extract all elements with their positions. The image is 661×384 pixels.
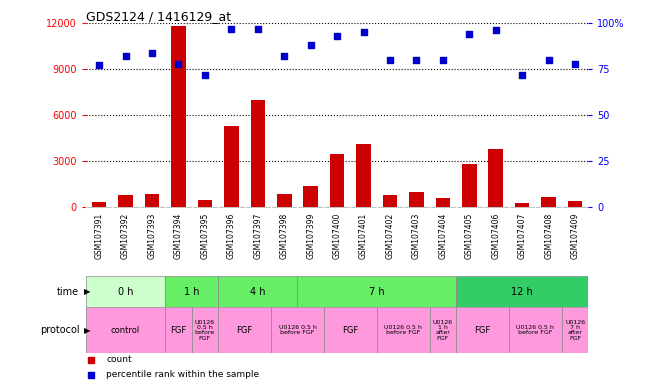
Bar [356,144,371,207]
Bar [541,197,556,207]
Point [305,42,316,48]
Point [332,33,342,39]
Bar [509,307,562,353]
Text: count: count [106,356,132,364]
Bar [377,307,430,353]
Point [411,57,422,63]
Bar [198,200,212,207]
Text: GSM107404: GSM107404 [438,213,447,259]
Bar [277,194,292,207]
Text: U0126
7 h
after
FGF: U0126 7 h after FGF [565,319,585,341]
Point [253,25,263,31]
Text: 7 h: 7 h [369,287,385,297]
Text: GSM107395: GSM107395 [200,213,210,259]
Text: GSM107397: GSM107397 [253,213,262,259]
Bar [436,198,450,207]
Text: U0126 0.5 h
before FGF: U0126 0.5 h before FGF [384,325,422,336]
Text: FGF: FGF [475,326,490,335]
Point [464,31,475,37]
Text: FGF: FGF [171,326,186,335]
Text: time: time [58,287,79,297]
Bar [145,194,159,207]
Bar [430,307,456,353]
Text: U0126 0.5 h
before FGF: U0126 0.5 h before FGF [278,325,317,336]
Bar [218,276,297,307]
Point [570,61,580,67]
Text: GSM107396: GSM107396 [227,213,236,259]
Bar [92,202,106,207]
Bar [297,276,456,307]
Point [358,29,369,35]
Text: GSM107401: GSM107401 [359,213,368,259]
Bar [330,154,344,207]
Text: 4 h: 4 h [250,287,266,297]
Bar [456,307,509,353]
Text: FGF: FGF [342,326,358,335]
Point [385,57,395,63]
Point [279,53,290,59]
Bar [118,195,133,207]
Text: GSM107398: GSM107398 [280,213,289,259]
Text: GSM107403: GSM107403 [412,213,421,259]
Bar [462,164,477,207]
Point [490,27,501,33]
Text: ▶: ▶ [84,287,91,296]
Bar [251,100,265,207]
Bar [562,307,588,353]
Bar [86,276,165,307]
Point [173,61,184,67]
Text: U0126
1 h
after
FGF: U0126 1 h after FGF [433,319,453,341]
Bar [324,307,377,353]
Bar [165,276,218,307]
Bar [383,195,397,207]
Text: 12 h: 12 h [512,287,533,297]
Point [543,57,554,63]
Text: GSM107391: GSM107391 [95,213,104,259]
Text: GDS2124 / 1416129_at: GDS2124 / 1416129_at [86,10,231,23]
Text: GSM107409: GSM107409 [570,213,580,259]
Bar [303,186,318,207]
Text: GSM107405: GSM107405 [465,213,474,259]
Text: U0126 0.5 h
before FGF: U0126 0.5 h before FGF [516,325,555,336]
Text: GSM107407: GSM107407 [518,213,527,259]
Point [200,71,210,78]
Point [517,71,527,78]
Point [147,50,157,56]
Bar [456,276,588,307]
Bar [192,307,218,353]
Text: GSM107394: GSM107394 [174,213,183,259]
Point [438,57,448,63]
Text: 0 h: 0 h [118,287,134,297]
Bar [86,307,165,353]
Text: 1 h: 1 h [184,287,200,297]
Bar [568,201,582,207]
Text: protocol: protocol [40,325,79,335]
Text: U0126
0.5 h
before
FGF: U0126 0.5 h before FGF [195,319,215,341]
Text: GSM107392: GSM107392 [121,213,130,259]
Text: GSM107406: GSM107406 [491,213,500,259]
Text: control: control [111,326,140,335]
Bar [409,192,424,207]
Text: GSM107399: GSM107399 [306,213,315,259]
Text: GSM107402: GSM107402 [385,213,395,259]
Text: FGF: FGF [237,326,253,335]
Point [94,62,104,68]
Text: ▶: ▶ [84,326,91,335]
Bar [171,26,186,207]
Text: GSM107408: GSM107408 [544,213,553,259]
Point [226,25,237,31]
Text: percentile rank within the sample: percentile rank within the sample [106,370,259,379]
Text: GSM107393: GSM107393 [147,213,157,259]
Bar [271,307,324,353]
Text: GSM107400: GSM107400 [332,213,342,259]
Bar [218,307,271,353]
Bar [488,149,503,207]
Point [120,53,131,59]
Bar [224,126,239,207]
Bar [515,203,529,207]
Bar [165,307,192,353]
